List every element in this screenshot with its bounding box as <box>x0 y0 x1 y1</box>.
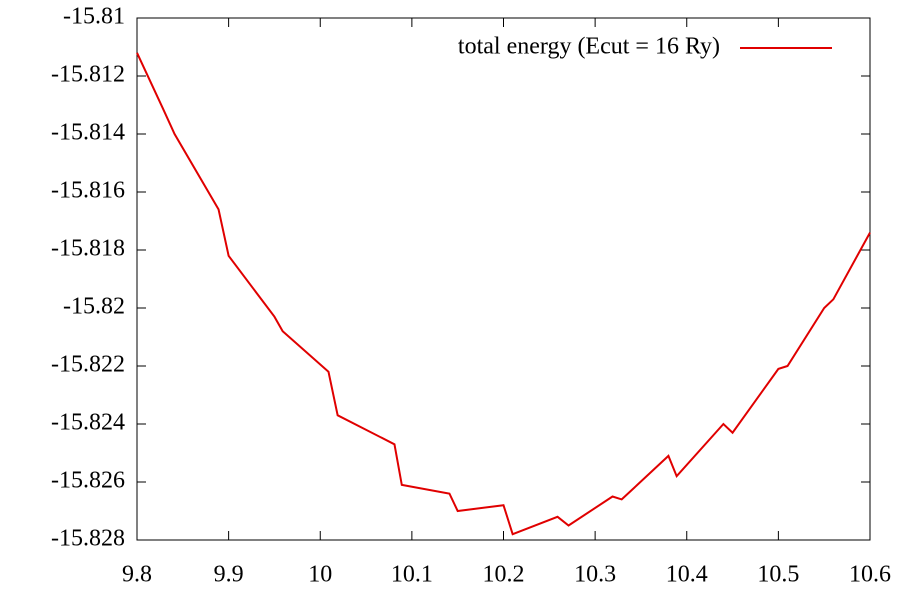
y-tick-label: -15.82 <box>63 294 125 320</box>
x-tick-label: 10 <box>308 562 332 588</box>
x-tick-label: 10.6 <box>849 562 891 588</box>
y-tick-label: -15.818 <box>51 236 125 262</box>
x-tick-label: 10.3 <box>574 562 616 588</box>
y-tick-label: -15.822 <box>51 352 125 378</box>
x-tick-label: 10.2 <box>483 562 525 588</box>
legend-label: total energy (Ecut = 16 Ry) <box>458 34 720 60</box>
x-tick-label: 9.8 <box>122 562 152 588</box>
y-tick-label: -15.828 <box>51 526 125 552</box>
data-line <box>136 52 871 536</box>
y-tick-label: -15.812 <box>51 62 125 88</box>
y-tick-label: -15.826 <box>51 468 125 494</box>
y-tick-label: -15.81 <box>63 4 125 30</box>
x-tick-label: 10.1 <box>391 562 433 588</box>
y-tick-label: -15.816 <box>51 178 125 204</box>
x-tick-label: 10.5 <box>757 562 799 588</box>
y-tick-label: -15.814 <box>51 120 125 146</box>
x-tick-label: 9.9 <box>214 562 244 588</box>
y-tick-label: -15.824 <box>51 410 125 436</box>
x-tick-label: 10.4 <box>666 562 708 588</box>
